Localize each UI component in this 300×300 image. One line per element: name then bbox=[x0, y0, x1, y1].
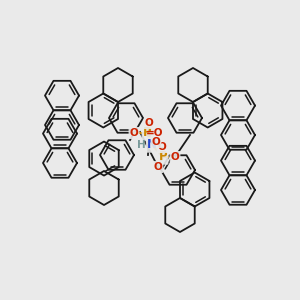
Text: O: O bbox=[145, 118, 153, 128]
Text: P: P bbox=[143, 127, 151, 140]
Text: O: O bbox=[158, 142, 166, 152]
Text: P: P bbox=[159, 151, 167, 164]
Text: O: O bbox=[154, 162, 162, 172]
Text: O: O bbox=[171, 152, 179, 162]
Text: N: N bbox=[147, 139, 157, 152]
Text: =O: =O bbox=[146, 128, 164, 138]
Text: O: O bbox=[130, 128, 138, 138]
Text: H: H bbox=[136, 140, 146, 150]
Text: O: O bbox=[152, 137, 160, 147]
